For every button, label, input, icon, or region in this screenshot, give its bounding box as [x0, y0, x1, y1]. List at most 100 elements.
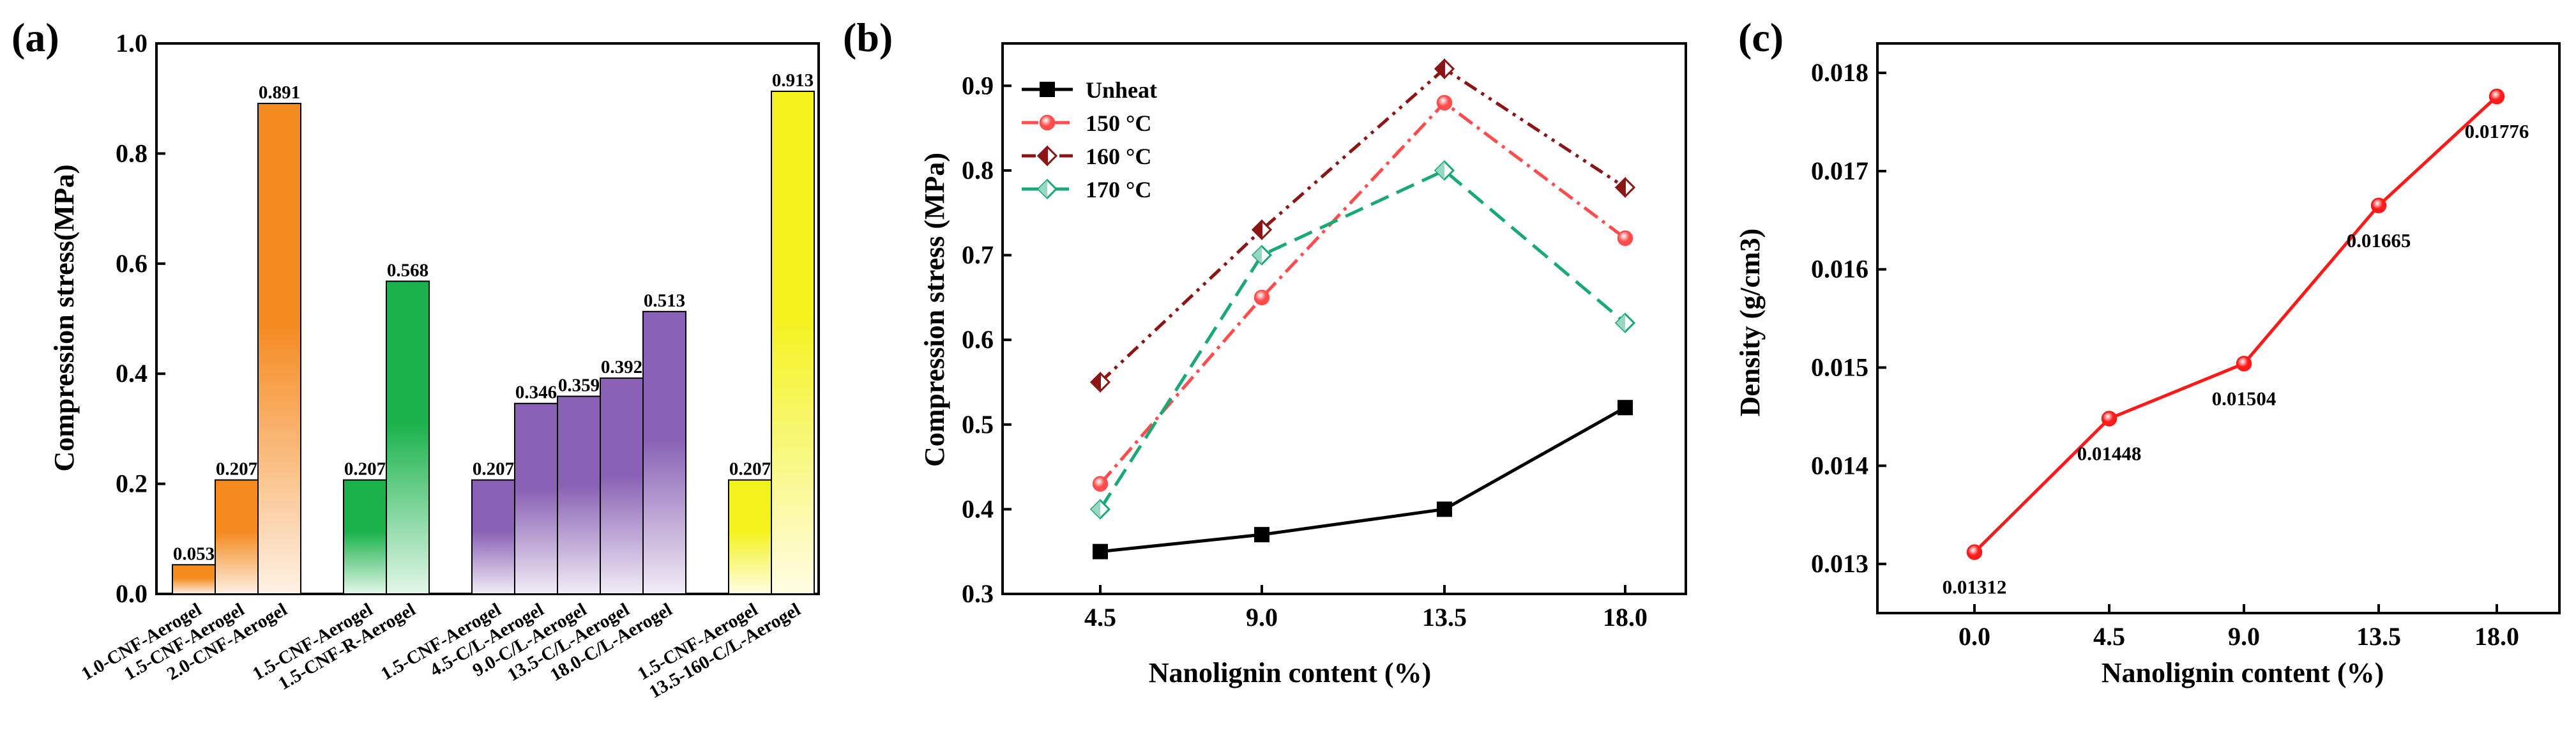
panel-a-y-tick-label: 0.2 [116, 469, 148, 498]
panel-c-x-tick-label: 0.0 [1959, 622, 1990, 651]
panel-b-legend-marker [1039, 114, 1056, 131]
panel-c-y-tick-label: 0.013 [1811, 549, 1868, 578]
panel-a-bar [514, 402, 558, 595]
panel-c-point-label: 0.01504 [2212, 387, 2277, 409]
panel-b-y-tick-label: 0.3 [962, 579, 994, 608]
panel-a-bar-value-label: 0.346 [515, 383, 557, 403]
panel-a-bar-value-label: 0.053 [173, 543, 215, 564]
panel-b-data-point-fill [1436, 161, 1444, 179]
panel-a-bar-value-label: 0.207 [729, 459, 771, 480]
panel-b-data-point [1437, 501, 1452, 517]
panel-b-data-point [1618, 400, 1633, 416]
panel-b-data-point-fill [1252, 219, 1262, 241]
panel-b-y-tick-label: 0.6 [962, 325, 994, 354]
panel-b-data-point [1254, 289, 1270, 306]
panel-a-y-tick-label: 0.0 [116, 579, 148, 608]
panel-a-bar-value-label: 0.913 [772, 70, 814, 91]
panel-b-x-axis-title: Nanolignin content (%) [1149, 657, 1431, 688]
panel-c-y-tick-label: 0.014 [1811, 451, 1868, 480]
panel-c-data-point [2370, 197, 2387, 214]
panel-c-data-point [2236, 356, 2252, 372]
panel-b-data-point-fill [1090, 372, 1101, 393]
panel-a-bar [257, 102, 301, 595]
panel-b-series-line [1099, 100, 1626, 485]
panel-a-bar [557, 395, 601, 595]
panel-c-x-axis-title: Nanolignin content (%) [2102, 657, 2384, 688]
panel-b-y-tick-label: 0.8 [962, 156, 994, 185]
panel-b-legend-marker-fill [1037, 145, 1048, 167]
panel-b-series-line [1098, 168, 1626, 510]
panel-a-bar-value-label: 0.207 [216, 459, 257, 480]
panel-b-legend-label: 160 °C [1086, 144, 1151, 169]
panel-b-data-point-fill [1091, 500, 1100, 519]
panel-b-y-tick-label: 0.7 [962, 241, 994, 270]
panel-b-data-point-fill [1616, 314, 1625, 332]
panel-c-data-point [1966, 544, 1983, 560]
panel-a-y-axis-title: Compression stress(MPa) [49, 164, 80, 471]
panel-a-bar-value-label: 0.568 [387, 260, 428, 280]
panel-c-y-tick-label: 0.015 [1811, 353, 1868, 382]
panel-b-legend-marker [1040, 82, 1055, 97]
panel-c-point-label: 0.01665 [2347, 229, 2411, 252]
panel-b-data-point-fill [1615, 177, 1626, 198]
panel-c-x-tick-label: 9.0 [2228, 622, 2260, 651]
panel-c-y-tick-label: 0.018 [1811, 58, 1868, 87]
panel-label-b: (b) [843, 15, 893, 60]
panel-c-point-label: 0.01776 [2465, 120, 2529, 142]
panel-b-y-axis-title: Compression stress (MPa) [919, 153, 950, 467]
panel-b-data-point [1617, 230, 1633, 247]
panel-a-bar-value-label: 0.359 [558, 376, 600, 396]
panel-a-bar-chart: (a) Compression stress(MPa) 0.0 0.2 0.4 0.6… [11, 15, 820, 702]
panel-b-series-line [1100, 406, 1626, 554]
panel-b-legend-label: 150 °C [1086, 110, 1151, 136]
panel-c-series-line [1973, 95, 2498, 554]
panel-label-a: (a) [11, 15, 59, 60]
panel-c-point-label: 0.01448 [2077, 442, 2142, 464]
panel-b-y-tick-label: 0.5 [962, 410, 994, 439]
panel-a-bar [642, 310, 686, 595]
panel-c-y-tick-label: 0.017 [1811, 156, 1868, 185]
panel-b-x-tick-label: 4.5 [1084, 603, 1116, 632]
panel-a-bar-value-label: 0.207 [344, 459, 386, 480]
panel-c-frame [1876, 42, 2561, 614]
panel-b-line-chart: (b) Compression stress (MPa) Nanolignin … [843, 15, 1687, 688]
panel-a-y-tick-label: 0.8 [116, 139, 148, 167]
panel-c-x-tick-label: 4.5 [2093, 622, 2125, 651]
panel-a-bar-value-label: 0.513 [644, 291, 685, 311]
panel-a-bar [600, 377, 644, 595]
panel-b-data-point [1093, 543, 1108, 559]
panel-b-legend-label: Unheat [1086, 77, 1157, 103]
panel-c-x-tick-label: 13.5 [2356, 622, 2401, 651]
panel-b-x-tick-label: 18.0 [1603, 603, 1648, 632]
panel-a-bar [386, 280, 430, 595]
panel-c-y-axis-title: Density (g/cm3) [1734, 229, 1766, 417]
panel-c-x-tick-label: 18.0 [2474, 622, 2519, 651]
panel-c-data-point [2101, 411, 2118, 427]
panel-a-bar [343, 479, 387, 595]
panel-c-data-point [2489, 88, 2505, 105]
panel-b-x-tick-label: 9.0 [1246, 603, 1278, 632]
panel-b-data-point-fill [1253, 246, 1262, 264]
panel-a-bar [471, 479, 515, 595]
panel-a-bar [728, 479, 772, 595]
panel-b-series-line [1099, 66, 1626, 384]
panel-b-data-point [1254, 527, 1269, 543]
panel-b-y-tick-label: 0.4 [962, 494, 994, 523]
panel-c-point-label: 0.01312 [1943, 576, 2007, 598]
panel-a-bar-value-label: 0.207 [473, 459, 514, 480]
panel-b-y-tick-label: 0.9 [962, 71, 994, 100]
panel-b-data-point [1092, 476, 1109, 492]
panel-b-data-point [1436, 95, 1453, 111]
panel-a-bar-value-label: 0.392 [601, 357, 642, 377]
panel-a-bar-value-label: 0.891 [259, 82, 300, 103]
panel-c-y-tick-label: 0.016 [1811, 255, 1868, 284]
panel-b-legend-marker-fill [1038, 180, 1047, 198]
panel-c-line-chart: (c) Density (g/cm3) Nanolignin content (… [1734, 15, 2561, 688]
panel-b-frame [1001, 42, 1687, 595]
panel-label-c: (c) [1738, 15, 1784, 60]
panel-a-y-tick-label: 0.6 [116, 249, 148, 278]
panel-a-y-tick-label: 1.0 [116, 29, 148, 57]
panel-b-legend-label: 170 °C [1086, 177, 1151, 202]
panel-a-bar [771, 90, 815, 595]
panel-a-bar [172, 564, 216, 595]
